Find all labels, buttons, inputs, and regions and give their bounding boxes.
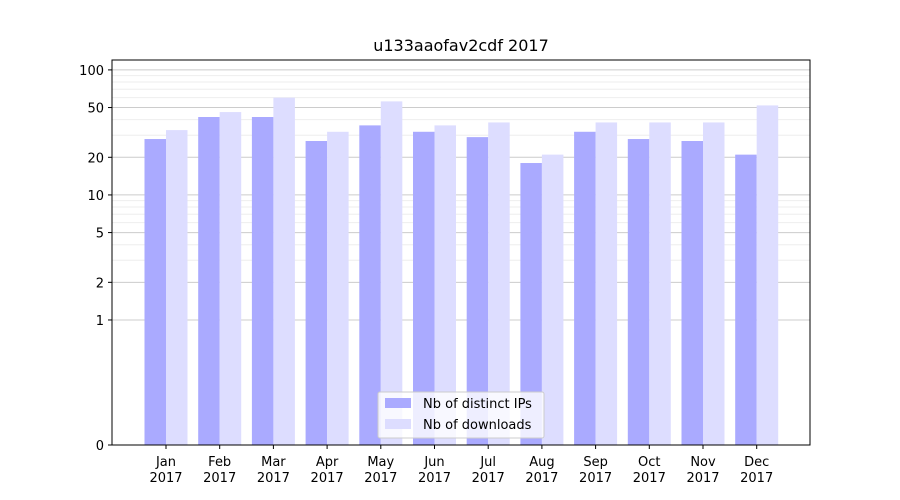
y-tick-label: 20 bbox=[87, 151, 104, 166]
x-tick-label-year: 2017 bbox=[203, 471, 236, 486]
bar-distinct-ips bbox=[359, 125, 381, 445]
y-tick-label: 2 bbox=[96, 276, 104, 291]
x-tick-label-year: 2017 bbox=[633, 471, 666, 486]
x-tick-label-year: 2017 bbox=[525, 471, 558, 486]
x-tick-label-month: Jul bbox=[479, 455, 496, 470]
y-tick-label: 1 bbox=[96, 314, 104, 329]
bar-downloads bbox=[756, 105, 779, 446]
x-tick-label-month: Feb bbox=[208, 455, 231, 470]
x-tick-label-month: Apr bbox=[316, 455, 339, 470]
x-tick-label-year: 2017 bbox=[364, 471, 397, 486]
x-tick-label-month: Jun bbox=[423, 455, 444, 470]
x-tick-label-year: 2017 bbox=[311, 471, 344, 486]
x-tick-label-month: Dec bbox=[744, 455, 769, 470]
bar-downloads bbox=[434, 125, 456, 445]
y-tick-label: 5 bbox=[96, 227, 104, 242]
x-tick-label-month: Mar bbox=[261, 455, 286, 470]
x-tick-label-month: Sep bbox=[583, 455, 608, 470]
x-tick-label-year: 2017 bbox=[472, 471, 505, 486]
y-tick-label: 100 bbox=[79, 64, 104, 79]
bar-distinct-ips bbox=[305, 140, 328, 445]
bar-distinct-ips bbox=[413, 131, 435, 445]
x-tick-label-year: 2017 bbox=[579, 471, 612, 486]
bar-distinct-ips bbox=[520, 163, 542, 445]
legend-box bbox=[377, 391, 545, 439]
plot-frame bbox=[111, 59, 811, 446]
x-tick-label-month: Aug bbox=[529, 455, 554, 470]
bar-distinct-ips bbox=[466, 137, 489, 445]
bar-distinct-ips bbox=[735, 154, 757, 446]
x-tick-label-year: 2017 bbox=[149, 471, 182, 486]
bar-distinct-ips bbox=[144, 139, 166, 445]
bar-downloads bbox=[380, 101, 403, 445]
legend-label-distinct-ips: Nb of distinct IPs bbox=[423, 397, 532, 412]
bar-downloads bbox=[541, 154, 564, 446]
bar-downloads bbox=[273, 97, 295, 445]
x-tick-label-month: Nov bbox=[690, 455, 716, 470]
bar-distinct-ips bbox=[574, 131, 596, 445]
bar-downloads bbox=[703, 122, 725, 445]
x-tick-label-year: 2017 bbox=[740, 471, 773, 486]
x-tick-label-month: Oct bbox=[638, 455, 660, 470]
legend: Nb of distinct IPs Nb of downloads bbox=[377, 391, 545, 439]
x-tick-label-year: 2017 bbox=[686, 471, 719, 486]
legend-swatch-distinct-ips bbox=[385, 398, 411, 408]
bar-distinct-ips bbox=[627, 139, 650, 445]
bar-distinct-ips bbox=[681, 140, 703, 445]
bar-distinct-ips bbox=[198, 117, 220, 445]
bar-downloads bbox=[649, 122, 671, 445]
bar-distinct-ips bbox=[251, 117, 274, 445]
bar-downloads bbox=[595, 122, 618, 445]
bar-downloads bbox=[488, 122, 510, 445]
y-axis-ticks: 0 1 2 5 10 20 50 100 bbox=[79, 64, 112, 454]
x-axis-ticks: Jan2017Feb2017Mar2017Apr2017May2017Jun20… bbox=[149, 445, 773, 486]
x-tick-label-month: May bbox=[367, 455, 394, 470]
y-tick-label: 0 bbox=[96, 439, 104, 454]
bar-downloads bbox=[327, 131, 349, 445]
x-tick-label-month: Jan bbox=[155, 455, 176, 470]
bar-downloads bbox=[166, 130, 188, 445]
x-tick-label-year: 2017 bbox=[418, 471, 451, 486]
y-tick-label: 50 bbox=[87, 102, 104, 117]
bar-downloads bbox=[219, 112, 242, 445]
chart-title: u133aaofav2cdf 2017 bbox=[373, 36, 549, 55]
legend-swatch-downloads bbox=[385, 419, 411, 429]
x-tick-label-year: 2017 bbox=[257, 471, 290, 486]
legend-label-downloads: Nb of downloads bbox=[423, 418, 532, 433]
y-tick-label: 10 bbox=[87, 189, 104, 204]
bars bbox=[144, 97, 779, 446]
